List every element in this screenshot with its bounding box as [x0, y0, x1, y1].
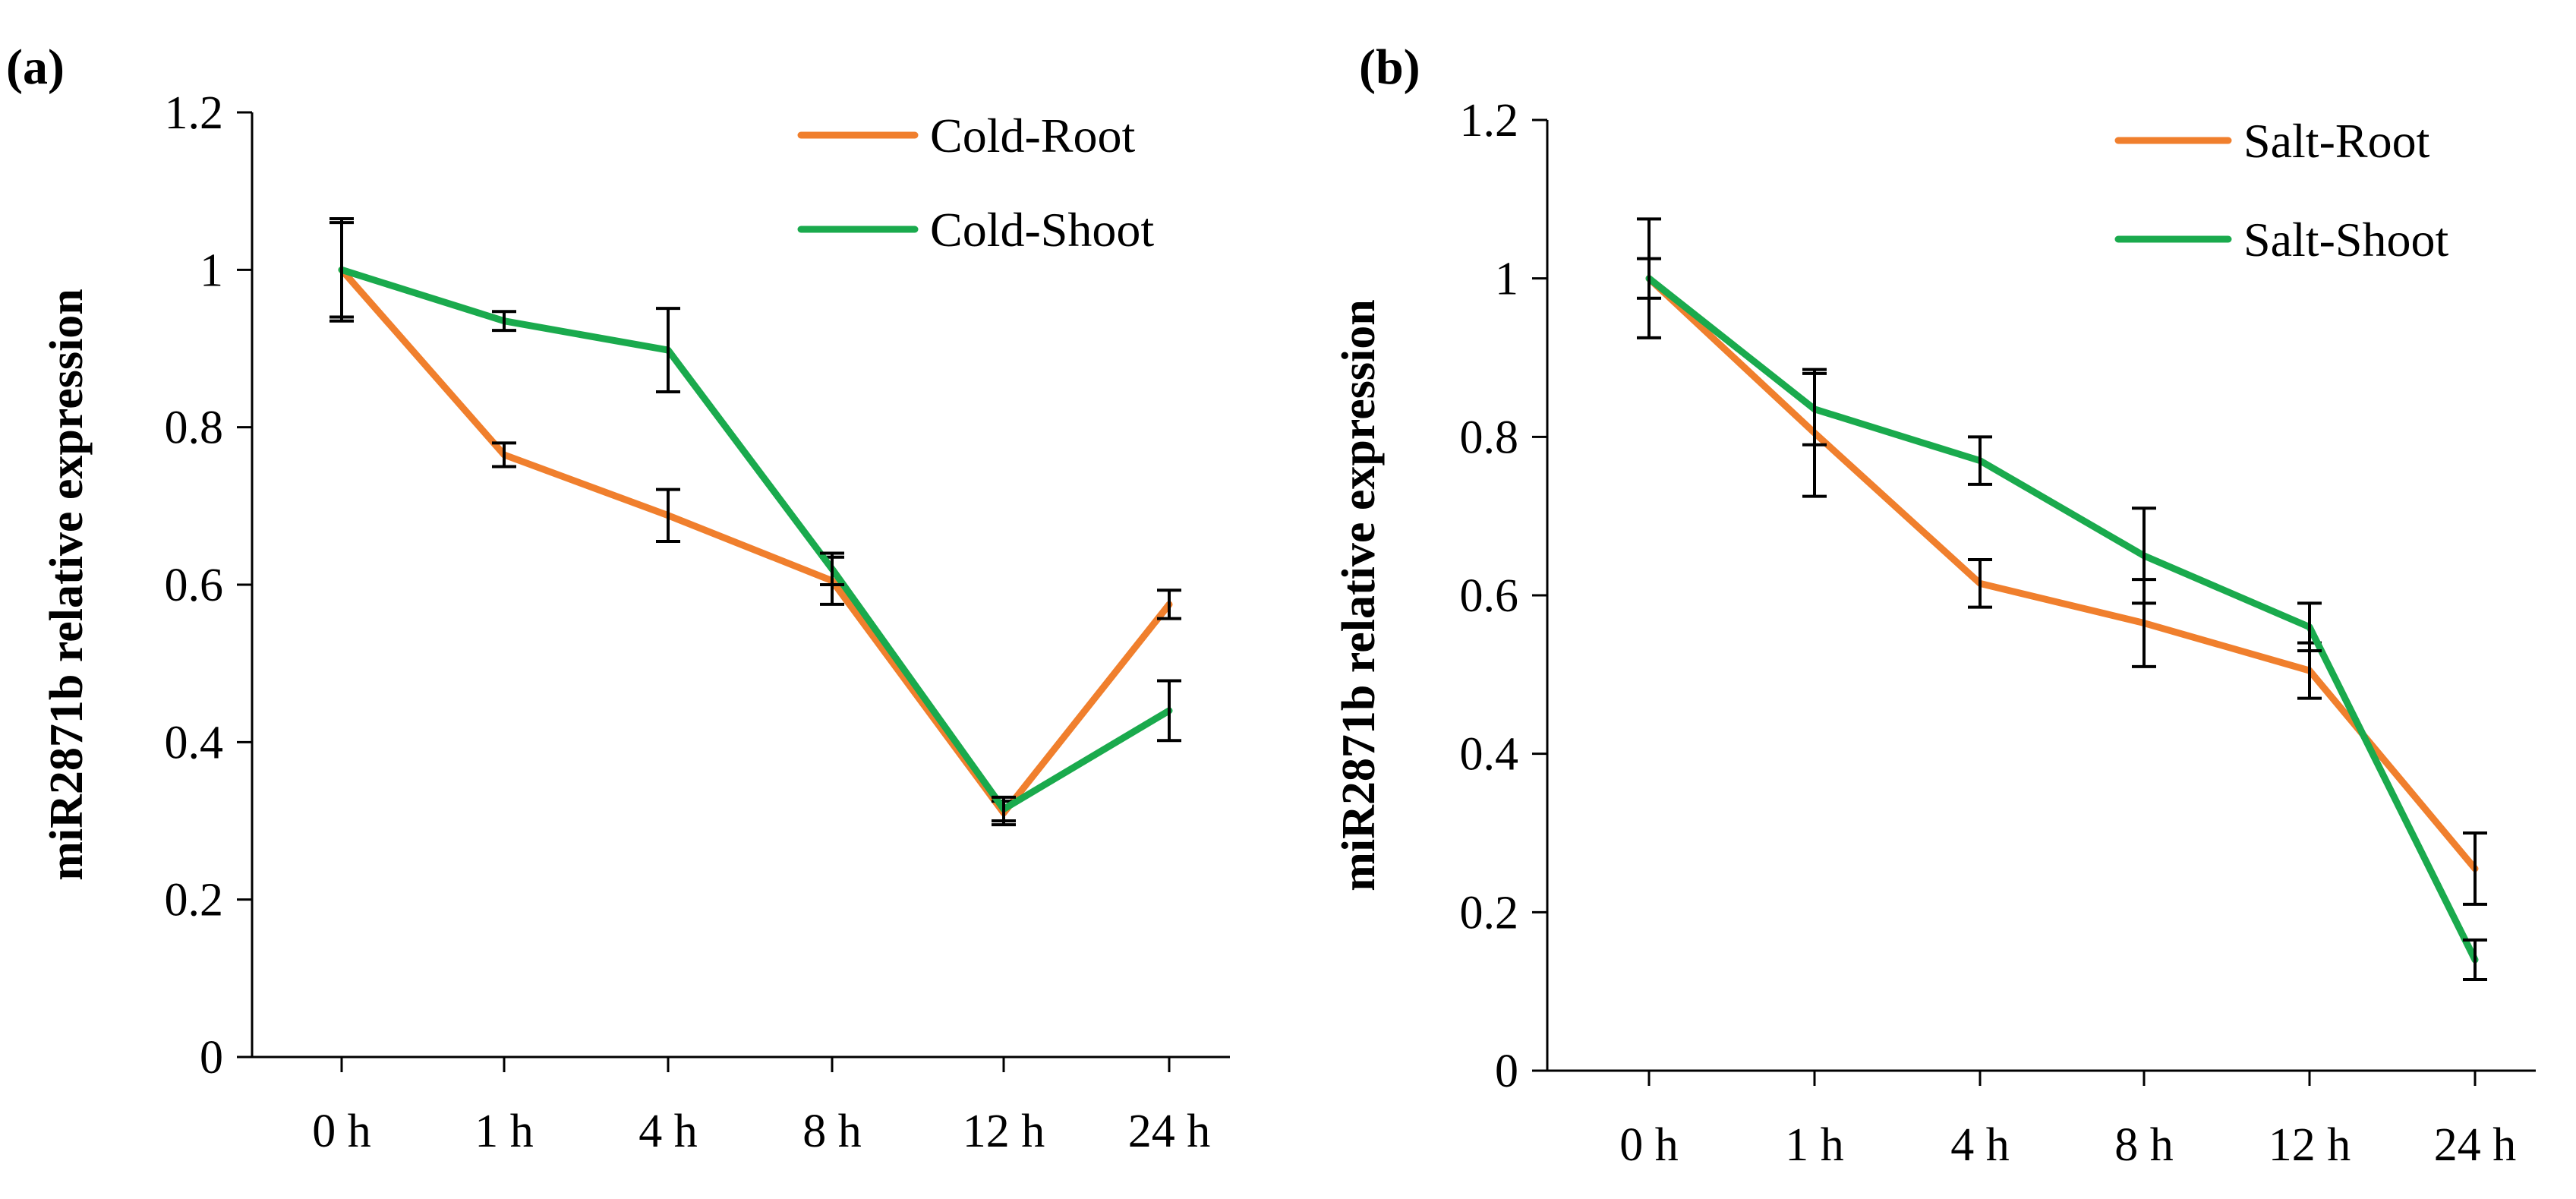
error-bar	[329, 216, 354, 323]
y-axis-title: miR2871b relative expression	[41, 289, 93, 881]
error-bar	[2132, 506, 2156, 605]
y-tick-label: 0.6	[165, 560, 224, 611]
y-tick-label: 0	[1495, 1046, 1518, 1097]
legend: Cold-Root Cold-Shoot	[797, 109, 1154, 257]
x-tick-label: 8 h	[2114, 1119, 2174, 1171]
series-line-salt-shoot	[1645, 275, 2479, 964]
error-bar	[492, 441, 516, 469]
series-line-cold-root	[338, 266, 1173, 817]
y-tick-label: 0.8	[165, 402, 224, 454]
x-tick-label: 12 h	[963, 1106, 1045, 1157]
x-tick-label: 24 h	[1128, 1106, 1211, 1157]
panel-b: (b) 0 0.2 0.4 0.6 0.8 1 1.2 0 h 1 h 4 h 8 h 12 h 24 h…	[1333, 39, 2536, 1171]
x-tick-label: 0 h	[312, 1106, 371, 1157]
x-tick-label: 8 h	[802, 1106, 862, 1157]
x-tick-label: 1 h	[475, 1106, 534, 1157]
error-bar	[656, 307, 680, 394]
y-tick-label: 0.2	[165, 875, 224, 926]
x-tick-label: 12 h	[2269, 1119, 2351, 1171]
x-tick-label: 4 h	[1950, 1119, 2010, 1171]
error-bar	[1802, 371, 1827, 446]
error-bar	[1637, 217, 1661, 339]
y-tick-label: 0.8	[1460, 412, 1519, 463]
legend-label: Salt-Shoot	[2243, 213, 2448, 267]
error-bar	[820, 551, 844, 586]
series-line-cold-shoot	[338, 266, 1173, 812]
legend-label: Salt-Root	[2243, 114, 2430, 168]
legend-label: Cold-Shoot	[930, 203, 1154, 257]
y-tick-label: 1	[200, 245, 223, 296]
error-bar	[2297, 601, 2322, 653]
error-bar	[2463, 938, 2487, 982]
y-tick-label: 1	[1495, 254, 1518, 305]
error-bar	[1157, 679, 1181, 743]
x-tick-label: 4 h	[638, 1106, 698, 1157]
error-bar	[992, 795, 1016, 822]
error-bar	[1157, 588, 1181, 620]
x-tick-label: 1 h	[1785, 1119, 1844, 1171]
error-bar	[492, 310, 516, 333]
x-tick-label: 0 h	[1619, 1119, 1679, 1171]
y-tick-label: 0.2	[1460, 887, 1519, 939]
x-tick-label: 24 h	[2434, 1119, 2517, 1171]
panel-label: (b)	[1359, 39, 1420, 95]
y-tick-label: 0.4	[165, 717, 224, 768]
legend-label: Cold-Root	[930, 109, 1135, 162]
y-tick-label: 0.4	[1460, 729, 1519, 781]
legend: Salt-Root Salt-Shoot	[2114, 114, 2448, 267]
y-tick-label: 0.6	[1460, 570, 1519, 622]
y-axis-title: miR2871b relative expression	[1333, 299, 1385, 891]
error-bar	[1968, 558, 1992, 609]
panel-label: (a)	[6, 39, 65, 95]
series-line-salt-root	[1645, 275, 2479, 872]
y-tick-label: 1.2	[1460, 95, 1519, 147]
panel-a: (a) 0 0.2 0.4 0.6 0.8 1 1.2 0 h 1 h 4 h 8 h 12 h 24 h…	[6, 39, 1230, 1157]
error-bar	[2463, 831, 2487, 906]
error-bar	[1968, 435, 1992, 486]
y-tick-label: 1.2	[165, 87, 224, 139]
y-tick-label: 0	[200, 1032, 223, 1084]
error-bar	[656, 487, 680, 543]
